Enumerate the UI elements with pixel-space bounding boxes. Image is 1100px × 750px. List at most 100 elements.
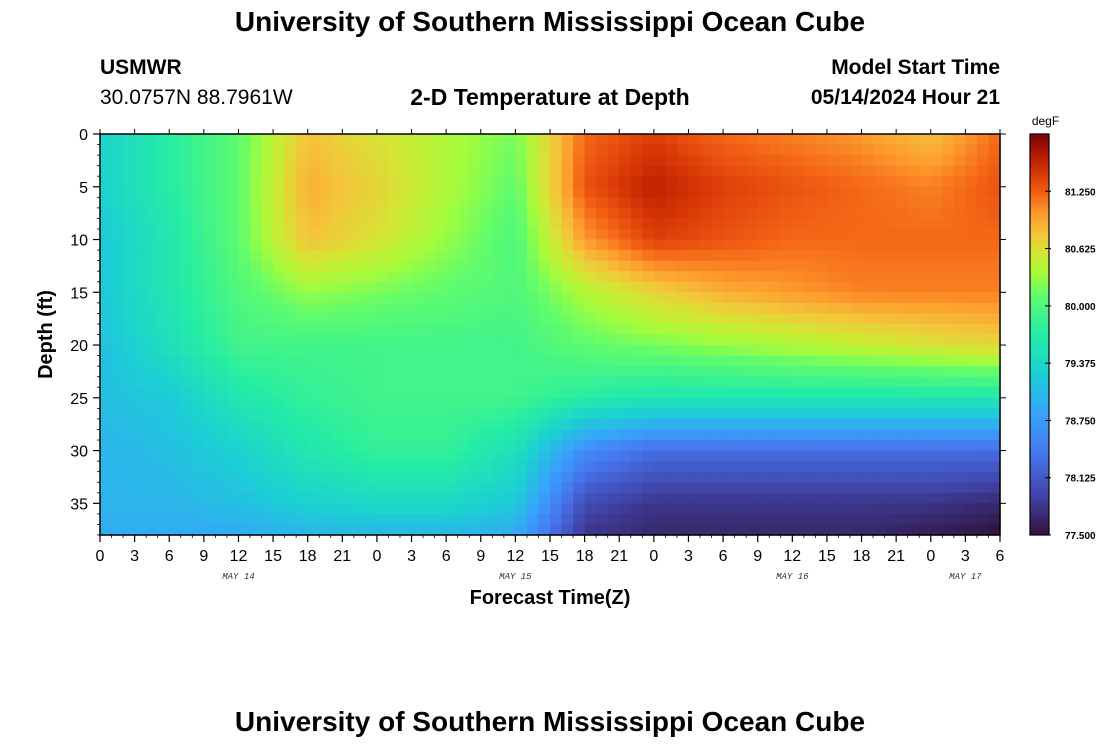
heatmap-cell [365,197,378,209]
heatmap-cell [365,292,378,304]
heatmap-cell [826,345,840,357]
heatmap-cell [700,218,713,230]
colorbar-segment [1030,501,1049,506]
heatmap-cell [457,450,470,462]
heatmap-cell [665,345,678,357]
heatmap-cell [734,524,747,536]
heatmap-cell [100,503,113,515]
heatmap-cell [469,302,482,314]
heatmap-cell [330,218,343,230]
heatmap-cell [884,271,897,283]
heatmap-cell [284,408,297,420]
heatmap-cell [203,218,216,230]
heatmap-cell [838,524,851,536]
heatmap-cell [757,492,770,504]
heatmap-cell [653,492,666,504]
heatmap-cell [446,197,459,209]
heatmap-cell [376,450,390,462]
heatmap-cell [307,207,320,220]
heatmap-cell [896,292,909,304]
heatmap-cell [642,524,655,536]
heatmap-cell [757,313,770,325]
heatmap-cell [238,186,251,198]
heatmap-cell [976,429,990,441]
heatmap-cell [561,271,574,283]
heatmap-cell [976,155,990,167]
heatmap-cell [515,281,528,293]
heatmap-cell [919,186,932,198]
heatmap-cell [711,524,724,536]
heatmap-cell [803,228,816,241]
heatmap-cell [503,281,516,293]
heatmap-cell [261,492,274,504]
colorbar-segment [1030,411,1049,416]
heatmap-cell [550,176,563,188]
heatmap-cell [550,492,563,504]
heatmap-cell [976,186,990,198]
heatmap-cell [434,471,447,483]
heatmap-cell [676,397,690,409]
heatmap-cell [907,503,920,515]
heatmap-cell [469,408,482,420]
heatmap-cell [826,155,840,167]
heatmap-cell [538,281,551,293]
heatmap-cell [146,429,159,441]
heatmap-cell [607,228,620,241]
heatmap-cell [388,323,401,336]
heatmap-cell [469,492,482,504]
heatmap-cell [457,144,470,156]
heatmap-cell [607,345,620,357]
heatmap-cell [100,218,113,230]
heatmap-cell [780,144,793,156]
colorbar-segment [1030,140,1049,145]
heatmap-cell [596,165,609,177]
heatmap-cell [723,197,736,209]
heatmap-cell [642,302,655,314]
heatmap-cell [423,334,436,346]
heatmap-cell [976,524,990,536]
heatmap-cell [561,165,574,177]
heatmap-cell [376,155,390,167]
heatmap-cell [907,429,920,441]
heatmap-cell [550,482,563,494]
heatmap-cell [700,429,713,441]
heatmap-cell [469,197,482,209]
heatmap-cell [446,134,459,146]
heatmap-cell [642,281,655,293]
heatmap-cell [780,155,793,167]
heatmap-cell [376,186,390,198]
heatmap-cell [457,513,470,526]
heatmap-cell [526,440,540,452]
heatmap-cell [423,408,436,420]
heatmap-cell [296,492,309,504]
heatmap-cell [561,376,574,388]
heatmap-cell [919,513,932,526]
heatmap-cell [261,461,274,473]
heatmap-cell [803,492,816,504]
heatmap-cell [480,155,493,167]
heatmap-cell [226,524,240,536]
heatmap-cell [284,144,297,156]
heatmap-cell [111,513,124,526]
heatmap-cell [850,503,863,515]
heatmap-cell [919,302,932,314]
heatmap-cell [850,355,863,367]
heatmap-cell [446,492,459,504]
heatmap-cell [538,197,551,209]
heatmap-cell [480,366,493,378]
heatmap-cell [215,155,228,167]
heatmap-cell [342,429,355,441]
heatmap-cell [353,186,366,198]
heatmap-cell [988,334,1001,346]
heatmap-cell [965,197,978,209]
heatmap-cell [538,461,551,473]
heatmap-cell [330,387,343,399]
heatmap-cell [273,355,286,367]
heatmap-cell [607,239,620,251]
heatmap-cell [953,408,966,420]
heatmap-cell [965,281,978,293]
heatmap-cell [746,144,759,156]
heatmap-cell [146,134,159,146]
heatmap-cell [319,513,332,526]
heatmap-cell [630,397,643,409]
